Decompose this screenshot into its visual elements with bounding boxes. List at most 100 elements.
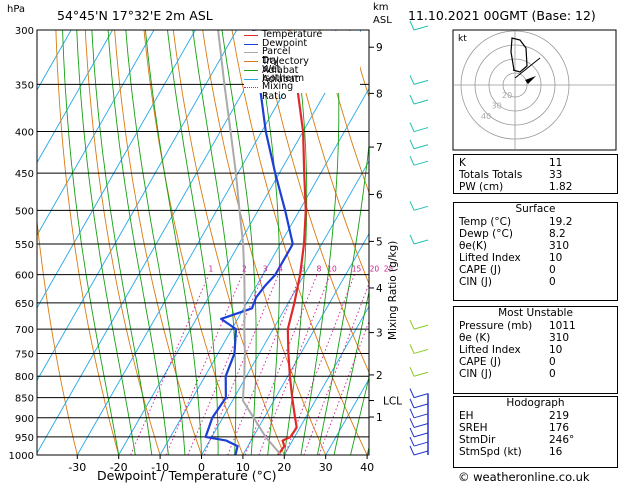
pressure-tick-label: 950 [15,433,34,444]
legend-swatch [244,52,258,54]
wind-barb [409,122,415,132]
mixing-ratio-label: 2 [242,265,247,274]
row-label: StmSpd (kt) [459,446,522,458]
storm-motion-arrow [525,76,536,84]
pressure-tick-label: 700 [15,325,34,336]
copyright: © weatheronline.co.uk [458,470,590,484]
wind-barb [413,205,429,211]
wind-barb [409,388,415,398]
hodograph-ring-label: 30 [492,102,502,111]
row-value: 310 [549,240,570,252]
pressure-tick-label: 450 [15,169,34,180]
row-value: 219 [549,410,570,422]
wind-barb [409,20,415,31]
mixing-ratio-label: 3 [263,265,268,274]
x-tick-label: 30 [319,461,333,474]
pressure-tick-label: 400 [15,128,34,139]
wind-barb [409,94,415,105]
wind-barb [413,99,429,105]
km-tick-label: 3 [376,328,383,340]
wind-barb [413,371,429,377]
wind-barb [413,324,429,330]
row-value: 11 [549,157,563,169]
row-label: CAPE (J) [459,264,502,276]
indices-table: K 11 Totals Totals 33 PW (cm) 1.82 [453,154,618,194]
table-row: CIN (J) 0 [454,368,617,380]
isotherm-line [37,30,113,164]
x-tick-label: -10 [151,461,169,474]
hodograph-ring-label: 40 [481,112,491,121]
row-value: 33 [549,169,563,181]
row-label: Totals Totals [459,169,523,181]
row-value: 0 [549,356,556,368]
mixing-ratio-label: 15 [352,265,362,274]
mixing-ratio-line [227,274,302,455]
wind-barb [409,155,415,166]
pressure-tick-label: 1000 [9,451,34,462]
row-value: 0 [549,368,556,380]
dewpoint-line [204,30,294,455]
mixing-ratio-line [303,282,369,455]
row-label: Pressure (mb) [459,320,533,332]
wind-barb [413,25,429,31]
wind-barb [409,418,415,428]
wind-barb [413,413,429,419]
wet-adiabat-line [221,30,257,455]
wet-adiabat-line [76,30,136,455]
mixing-ratio-line [165,274,243,455]
table-title: Most Unstable [498,307,573,319]
axis-ticks: 1 2 3 4 6 8 10 15 20 2530035040045050055060065070… [9,26,403,474]
km-tick-label: LCL [383,396,402,408]
x-axis-label: Dewpoint / Temperature (°C) [97,468,277,483]
row-value: 10 [549,252,563,264]
km-tick-label: 8 [376,88,383,100]
mixing-ratio-line [318,320,369,455]
isotherm-line [283,305,369,455]
table-row: StmDir 246° [454,434,617,446]
wind-barb [413,79,429,85]
wind-barb [413,441,429,447]
pressure-tick-label: 850 [15,394,34,405]
table-row: SREH 176 [454,422,617,434]
profiles [204,30,307,455]
legend-label: Mixing Ratio [262,81,294,103]
legend-swatch [244,69,258,71]
legend-label: Dry Adiabat [262,55,299,77]
hodograph-ring-label: 20 [502,91,512,100]
table-row: PW (cm) 1.82 [454,181,617,193]
row-label: θe (K) [459,332,491,344]
datetime-label: 11.10.2021 00GMT (Base: 12) [408,8,596,23]
isotherm-line [37,30,238,382]
row-label: CIN (J) [459,276,492,288]
table-row: θe(K) 310 [454,240,617,252]
mixing-ratio-line [187,274,264,455]
row-label: EH [459,410,474,422]
wet-adiabat-line [333,289,369,455]
mixing-ratio-label: 8 [317,265,322,274]
dry-adiabat-line [290,30,369,285]
table-row: CAPE (J) 0 [454,356,617,368]
table-row: Lifted Index 10 [454,344,617,356]
wind-barb [413,403,429,409]
table-title: Hodograph [506,397,565,409]
row-value: 16 [549,446,563,458]
row-value: 310 [549,332,570,344]
wind-barb [409,408,415,419]
asl-unit: ASL [373,15,392,26]
x-tick-label: -20 [110,461,128,474]
mixing-ratio-label: 6 [300,265,305,274]
wind-barb [409,75,415,85]
row-value: 0 [549,264,556,276]
wind-barb [409,436,415,447]
wind-barb [409,201,415,211]
pressure-tick-label: 900 [15,414,34,425]
row-value: 0 [549,276,556,288]
pressure-tick-label: 300 [15,26,34,37]
row-label: PW (cm) [459,181,504,193]
most-unstable-table: Most Unstable Pressure (mb) 1011 θe (K) 310 L… [453,306,618,394]
table-row: EH 219 [454,410,617,422]
wind-barb [409,344,415,354]
wind-barbs [409,20,429,456]
